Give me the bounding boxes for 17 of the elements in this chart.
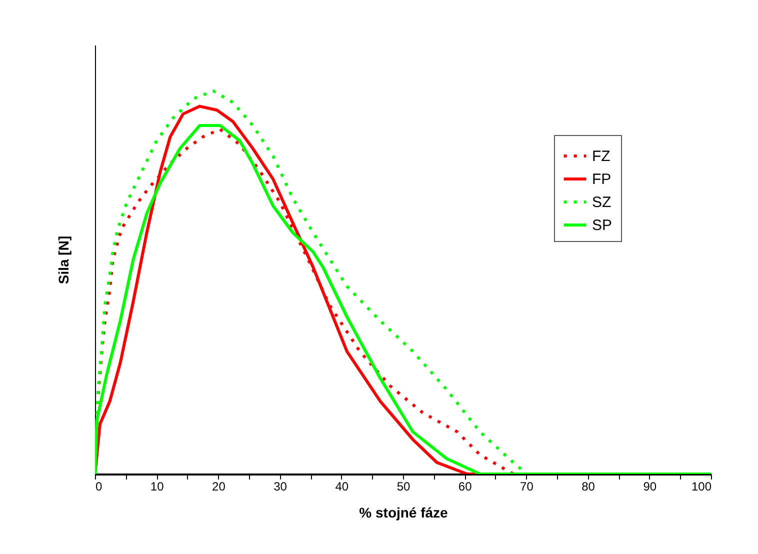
x-tick-label: 90	[643, 480, 657, 494]
x-tick-label: 0	[96, 480, 102, 494]
legend-label: SZ	[592, 194, 612, 211]
x-tick-label: 40	[335, 480, 349, 494]
x-tick-label: 20	[212, 480, 226, 494]
x-tick-label: 70	[520, 480, 534, 494]
y-axis-title: Sila [N]	[56, 236, 72, 284]
legend-label: FP	[592, 171, 612, 188]
x-tick-label: 60	[458, 480, 472, 494]
x-tick-label: 50	[396, 480, 410, 494]
x-tick-label: 10	[150, 480, 164, 494]
legend-label: SP	[592, 217, 612, 234]
x-axis-title: % stojné fáze	[359, 504, 448, 520]
x-tick-label: 100	[691, 480, 712, 494]
x-tick-label: 30	[274, 480, 288, 494]
x-tick-label: 80	[582, 480, 596, 494]
legend-label: FZ	[592, 148, 610, 165]
